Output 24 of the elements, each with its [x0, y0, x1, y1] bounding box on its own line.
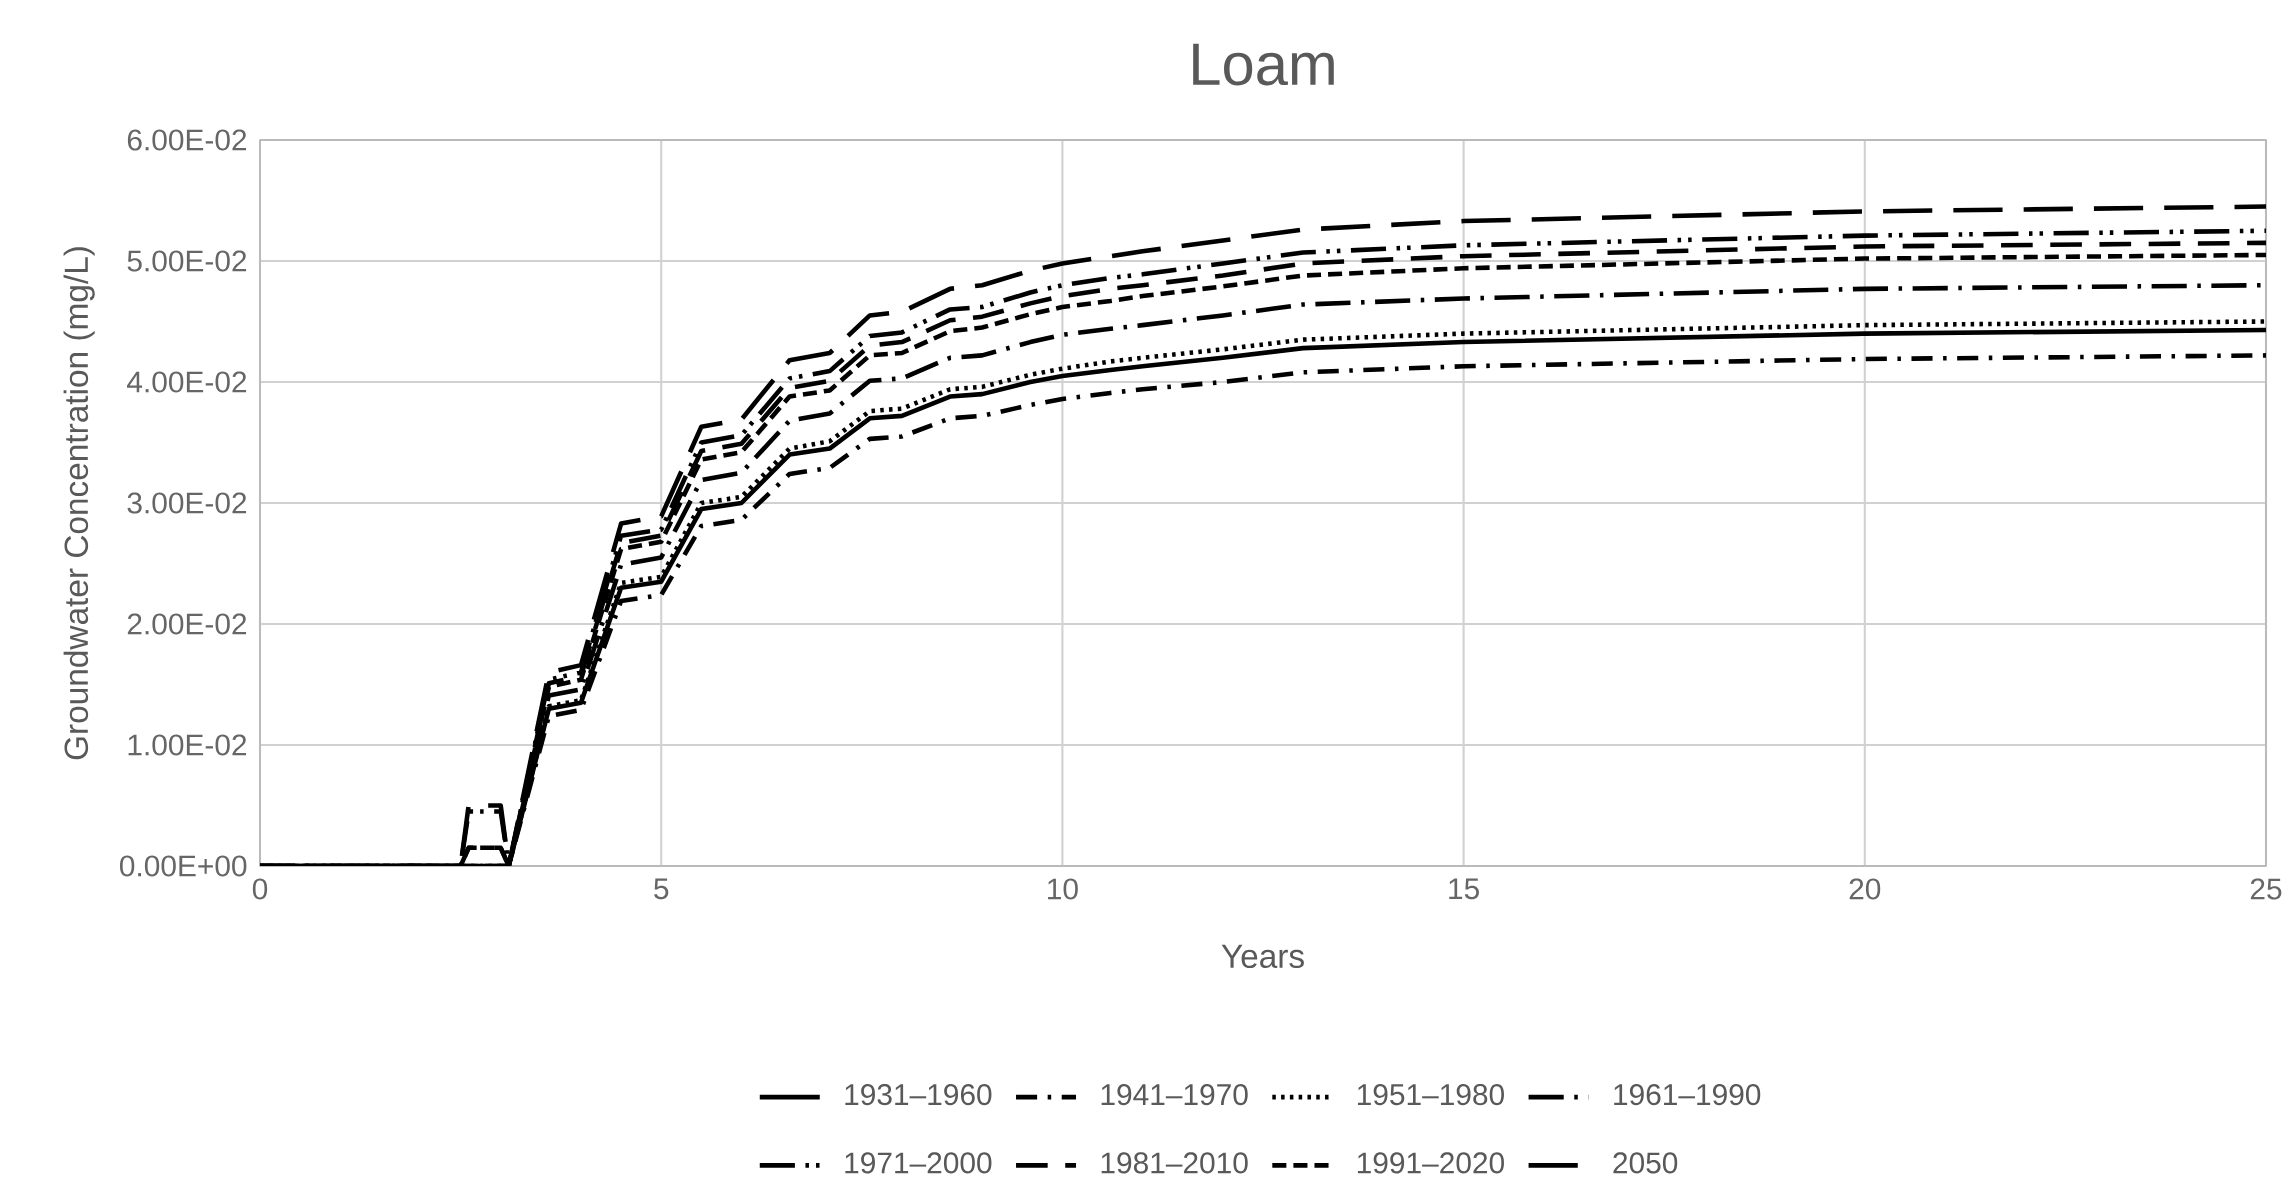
- x-tick-label: 20: [1849, 878, 1881, 900]
- y-tick-label: 6.00E-02: [127, 129, 247, 151]
- x-tick-label: 0: [252, 878, 268, 900]
- legend-label: 1981–2010: [1101, 1152, 1248, 1174]
- legend-label: 1931–1960: [845, 1084, 992, 1106]
- x-tick-label: 25: [2250, 878, 2282, 900]
- y-tick-label: 3.00E-02: [127, 492, 247, 514]
- legend-label: 1961–1990: [1614, 1084, 1761, 1106]
- x-tick-label: 15: [1449, 878, 1479, 900]
- x-tick-label: 10: [1048, 878, 1078, 900]
- x-axis-title: Years: [1221, 944, 1304, 969]
- legend-label: 1991–2020: [1357, 1152, 1504, 1174]
- y-tick-label: 0.00E+00: [120, 855, 247, 877]
- x-tick-label: 5: [654, 878, 669, 900]
- legend-label: 1971–2000: [845, 1152, 992, 1174]
- y-tick-label: 4.00E-02: [127, 371, 247, 393]
- chart-title: Loam: [1193, 43, 1334, 86]
- legend-label: 1951–1980: [1357, 1084, 1504, 1106]
- y-tick-label: 5.00E-02: [127, 250, 247, 272]
- y-axis-title: Groundwater Concentration (mg/L): [63, 247, 95, 760]
- legend-label: 1941–1970: [1101, 1084, 1248, 1106]
- legend-label: 2050: [1613, 1152, 1678, 1174]
- y-tick-label: 1.00E-02: [128, 734, 247, 756]
- y-tick-label: 2.00E-02: [127, 613, 247, 635]
